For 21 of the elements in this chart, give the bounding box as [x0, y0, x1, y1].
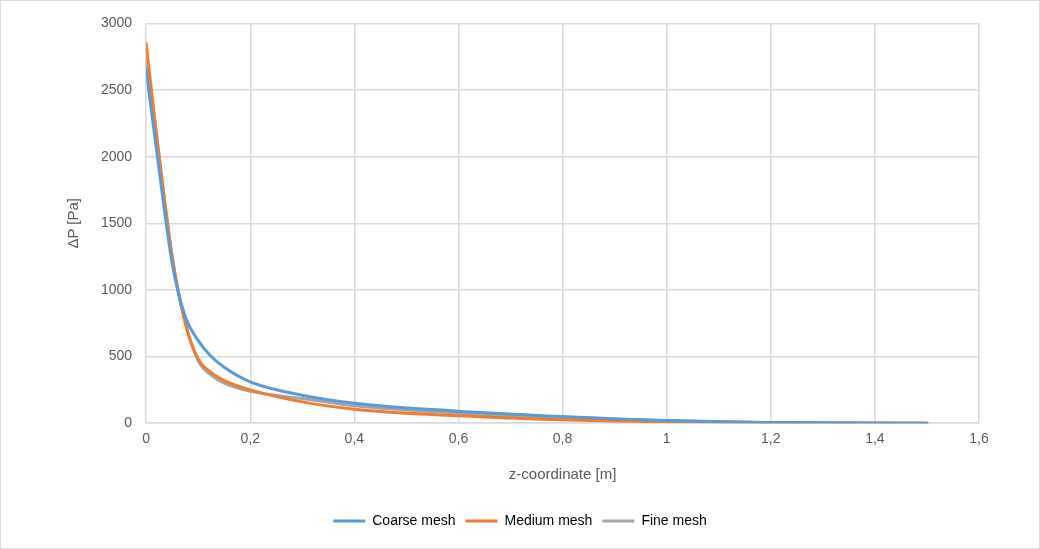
x-tick-label: 0,4	[344, 430, 365, 447]
legend-label: Coarse mesh	[372, 511, 456, 528]
legend-label: Fine mesh	[641, 511, 707, 528]
y-tick-label: 2500	[100, 80, 133, 97]
legend-label: Medium mesh	[504, 511, 593, 528]
y-tick-label: 0	[124, 414, 133, 431]
x-tick-label: 1,4	[865, 430, 885, 447]
x-tick-label: 1	[662, 430, 671, 447]
x-tick-label: 0,8	[552, 430, 573, 447]
y-axis-title: ΔP [Pa]	[64, 198, 82, 249]
x-axis-title: z-coordinate [m]	[508, 465, 617, 483]
x-tick-label: 0,2	[240, 430, 261, 447]
y-tick-label: 2000	[100, 147, 133, 164]
y-tick-label: 1000	[100, 280, 133, 297]
y-tick-label: 1500	[100, 214, 133, 231]
y-tick-label: 500	[108, 347, 133, 364]
x-tick-label: 1,2	[761, 430, 781, 447]
x-tick-label: 0,6	[448, 430, 469, 447]
x-tick-label: 0	[142, 430, 151, 447]
x-tick-label: 1,6	[969, 430, 989, 447]
y-tick-label: 3000	[100, 14, 133, 31]
